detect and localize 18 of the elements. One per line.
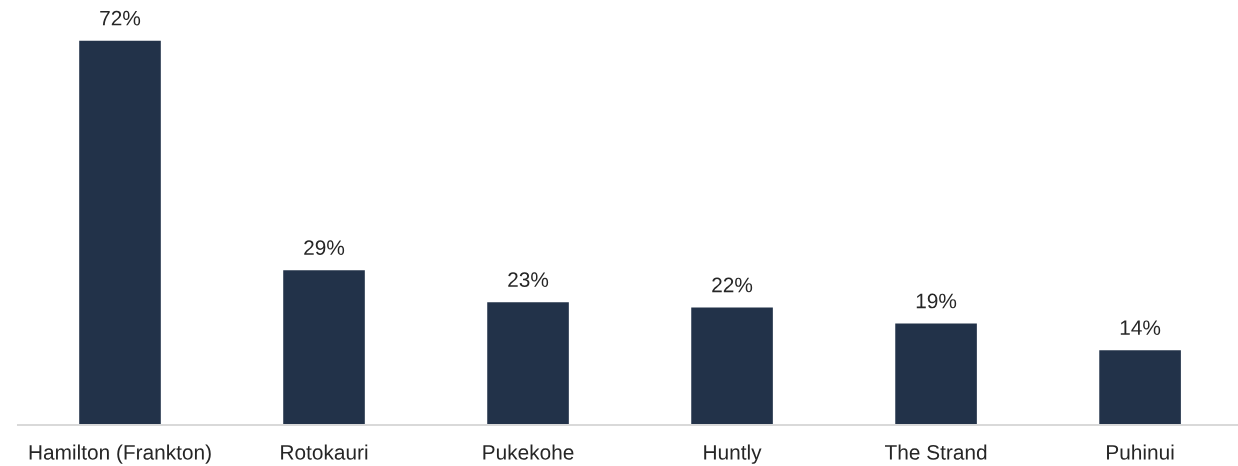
data-label: 14%	[1120, 320, 1161, 335]
x-tick-label: Rotokauri	[281, 444, 368, 460]
bar	[283, 270, 365, 425]
data-label: 19%	[916, 293, 957, 309]
bar	[895, 323, 977, 425]
data-label: 29%	[304, 240, 345, 255]
x-tick-label: Pukekohe	[483, 444, 574, 460]
data-label: 72%	[100, 10, 141, 26]
x-tick-label: Hamilton (Frankton)	[29, 444, 211, 464]
bar	[1099, 350, 1181, 425]
x-tick-label: The Strand	[885, 444, 987, 460]
x-tick-label: Puhinui	[1107, 444, 1174, 460]
bar	[487, 302, 569, 425]
bar	[79, 40, 161, 425]
data-label: 23%	[508, 272, 549, 288]
bar	[691, 307, 773, 425]
x-tick-label: Huntly	[704, 444, 762, 464]
data-label: 22%	[712, 277, 753, 293]
